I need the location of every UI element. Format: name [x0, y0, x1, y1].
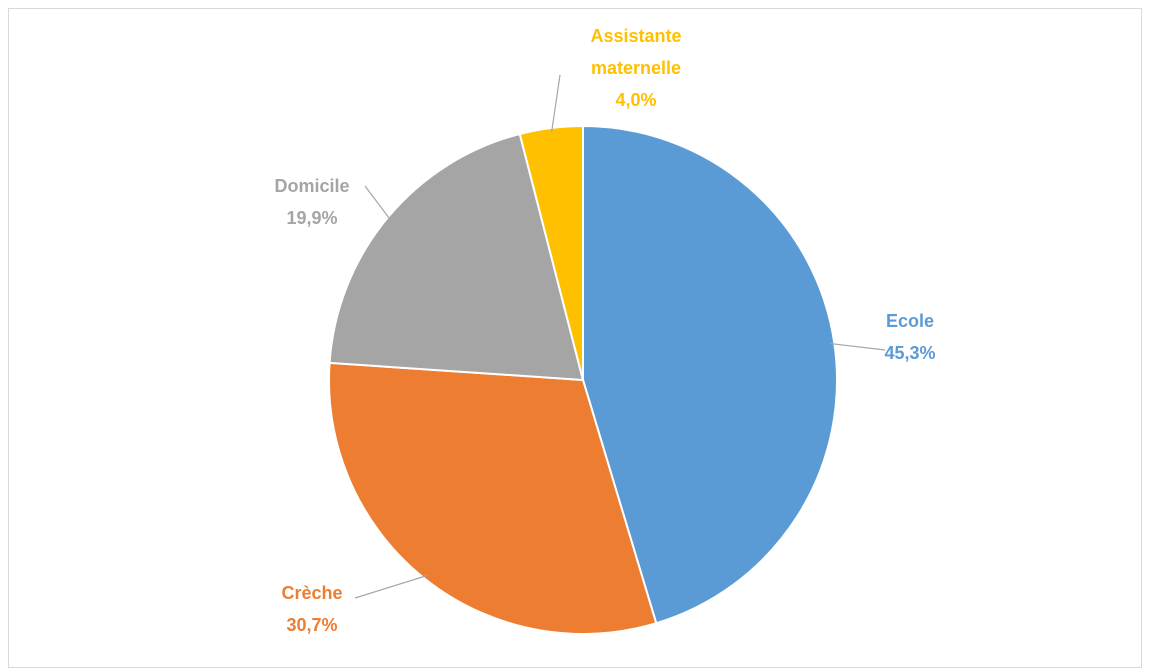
pie-slice: [328, 361, 658, 635]
category-label: Domicile: [274, 176, 350, 196]
data-label: Ecole 45,3%: [840, 305, 980, 369]
page: (() => { const data = JSON.parse(documen…: [8, 8, 1142, 668]
category-label: Assistante maternelle: [590, 26, 682, 78]
leader-line: [830, 342, 886, 351]
data-label: Domicile 19,9%: [242, 170, 382, 234]
category-label: Ecole: [885, 311, 935, 331]
pie-slice: [582, 124, 838, 625]
data-label: Assistante maternelle 4,0%: [566, 20, 706, 116]
value-label: 4,0%: [615, 90, 657, 110]
data-label: Crèche 30,7%: [242, 577, 382, 641]
value-label: 19,9%: [286, 208, 338, 228]
pie-slice: [518, 124, 584, 381]
leader-line: [354, 574, 428, 599]
pie-slice: [328, 132, 585, 382]
leader-line: [364, 185, 392, 221]
value-label: 45,3%: [884, 343, 936, 363]
leader-line: [551, 74, 561, 133]
category-label: Crèche: [281, 583, 343, 603]
value-label: 30,7%: [286, 615, 338, 635]
chart: [328, 74, 886, 635]
